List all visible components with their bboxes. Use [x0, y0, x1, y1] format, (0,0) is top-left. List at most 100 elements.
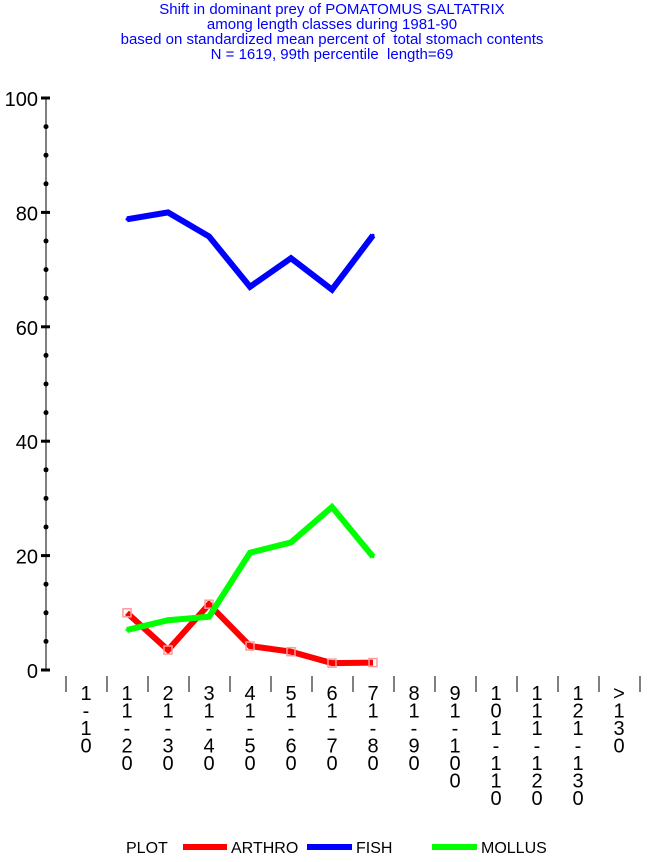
y-minor-tick — [43, 495, 49, 501]
y-minor-tick — [43, 410, 49, 416]
x-tick-char: - — [206, 718, 213, 740]
y-tick-label: 80 — [16, 203, 38, 225]
data-point-fish — [166, 210, 170, 214]
x-tick-char: 8 — [367, 736, 378, 758]
x-axis: 1-1011-2021-3031-4041-5051-6061-7071-808… — [65, 676, 641, 810]
x-tick-char: 1 — [531, 718, 542, 740]
y-minor-tick — [43, 238, 49, 244]
y-minor-tick — [43, 524, 49, 530]
data-point-arthro — [163, 645, 173, 655]
title-line-1: Shift in dominant prey of POMATOMUS SALT… — [159, 1, 505, 18]
data-point-mollus — [289, 540, 293, 544]
x-tick-char: 0 — [408, 753, 419, 775]
x-tick-char: 1 — [572, 718, 583, 740]
x-tick-char: 0 — [203, 753, 214, 775]
x-tick-char: 1 — [490, 771, 501, 793]
x-tick-char: - — [83, 701, 90, 723]
x-tick-label: 21-30 — [162, 683, 173, 775]
chart-title: Shift in dominant prey of POMATOMUS SALT… — [0, 2, 664, 62]
y-minor-tick — [43, 638, 49, 644]
legend-label-mollus: MOLLUS — [481, 840, 547, 857]
title-line-2: among length classes during 1981-90 — [206, 16, 458, 33]
x-tick-label: 111-120 — [531, 683, 542, 810]
x-tick-char: 1 — [449, 736, 460, 758]
x-tick-char: 9 — [408, 736, 419, 758]
x-tick-char: 2 — [162, 683, 173, 705]
x-tick-char: 3 — [203, 683, 214, 705]
y-minor-tick — [43, 610, 49, 616]
data-point-mollus — [125, 628, 129, 632]
x-tick-label: 81-90 — [408, 683, 419, 775]
x-tick-char: 4 — [244, 683, 255, 705]
x-tick-char: 6 — [285, 736, 296, 758]
x-tick-char: 1 — [121, 683, 132, 705]
x-tick-char: - — [165, 718, 172, 740]
x-tick-char: - — [493, 736, 500, 758]
x-tick-char: 1 — [572, 753, 583, 775]
x-tick-char: 1 — [531, 683, 542, 705]
x-tick-char: - — [452, 718, 459, 740]
legend-prefix: PLOT — [126, 840, 168, 857]
x-tick-char: 7 — [367, 683, 378, 705]
x-tick-char: 3 — [162, 736, 173, 758]
x-tick-char: 0 — [285, 753, 296, 775]
y-minor-tick — [43, 381, 49, 387]
x-tick-char: 1 — [326, 701, 337, 723]
series-line-fish — [126, 209, 376, 294]
x-tick-label: 11-20 — [121, 683, 132, 775]
data-point-fish — [371, 233, 375, 237]
y-minor-tick — [43, 181, 49, 187]
x-tick-char: 5 — [285, 683, 296, 705]
x-tick-char: 8 — [408, 683, 419, 705]
x-tick-char: - — [534, 736, 541, 758]
y-minor-tick — [43, 352, 49, 358]
x-tick-label: 51-60 — [285, 683, 296, 775]
x-tick-char: 1 — [80, 718, 91, 740]
x-tick-char: 0 — [80, 736, 91, 758]
series-line-mollus — [126, 502, 376, 633]
data-point-arthro — [286, 646, 296, 657]
x-tick-char: 0 — [531, 788, 542, 810]
series-layer — [122, 209, 378, 668]
data-point-mollus — [166, 618, 170, 622]
x-tick-char: 0 — [449, 771, 460, 793]
x-tick-char: - — [329, 718, 336, 740]
x-tick-char: 0 — [613, 736, 624, 758]
x-tick-char: 1 — [203, 701, 214, 723]
x-tick-char: > — [613, 683, 625, 705]
x-tick-char: - — [247, 718, 254, 740]
x-tick-char: 2 — [121, 736, 132, 758]
title-line-3: based on standardized mean percent of to… — [120, 31, 544, 48]
x-tick-char: 0 — [449, 753, 460, 775]
data-point-arthro — [204, 599, 214, 609]
y-tick-label: 40 — [16, 432, 38, 454]
data-point-mollus — [330, 505, 334, 509]
data-point-fish — [248, 285, 252, 289]
x-tick-char: 9 — [449, 683, 460, 705]
title-line-4: N = 1619, 99th percentile length=69 — [210, 46, 454, 63]
y-tick-label: 100 — [5, 89, 38, 111]
x-tick-char: 1 — [572, 683, 583, 705]
x-tick-label: 61-70 — [326, 683, 337, 775]
x-tick-char: - — [288, 718, 295, 740]
x-tick-char: 1 — [162, 701, 173, 723]
x-tick-char: 0 — [367, 753, 378, 775]
legend-label-fish: FISH — [356, 840, 392, 857]
x-tick-char: 1 — [367, 701, 378, 723]
x-tick-char: 5 — [244, 736, 255, 758]
series-line-arthro — [124, 599, 374, 667]
x-tick-char: 1 — [121, 701, 132, 723]
x-tick-label: 101-110 — [490, 683, 501, 810]
x-tick-char: 0 — [490, 701, 501, 723]
data-point-mollus — [371, 555, 375, 559]
x-tick-label: 91-100 — [449, 683, 460, 793]
x-tick-label: 41-50 — [244, 683, 255, 775]
y-tick-label: 60 — [16, 318, 38, 340]
data-point-arthro — [327, 658, 337, 668]
x-tick-char: 1 — [613, 701, 624, 723]
x-tick-char: 3 — [572, 771, 583, 793]
x-tick-char: 1 — [490, 683, 501, 705]
x-tick-char: 1 — [531, 701, 542, 723]
legend-label-arthro: ARTHRO — [231, 840, 298, 857]
y-tick-label: 20 — [16, 547, 38, 569]
